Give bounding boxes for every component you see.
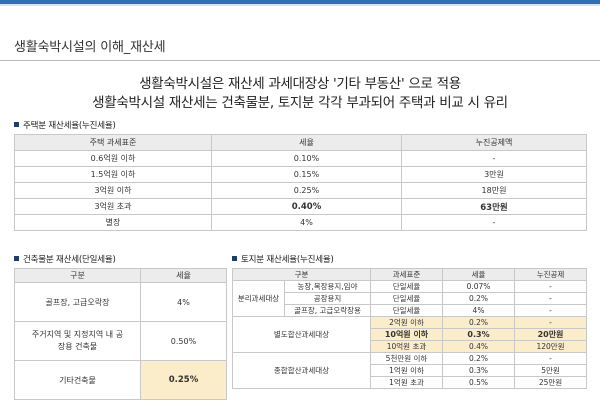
- land-subcategory: 골프장, 고급오락장용: [284, 304, 371, 317]
- housing-tax-table: 주택 과세표준 세율 누진공제액 0.6억원 이하 0.10% - 1.5억원 …: [14, 134, 587, 231]
- land-deduction: -: [514, 304, 587, 317]
- land-header-rate: 세율: [442, 268, 515, 281]
- land-group-separate: 분리과세대상: [232, 280, 285, 317]
- square-bullet-icon: [14, 122, 19, 127]
- housing-base: 0.6억원 이하: [14, 150, 212, 167]
- table-row: 주거지역 및 지정지역 내 공장용 건축물 0.50%: [14, 321, 227, 361]
- top-accent-bar-light: [0, 4, 600, 6]
- land-deduction: -: [514, 280, 587, 293]
- building-tax-table: 구분 세율 골프장, 고급오락장 4% 주거지역 및 지정지역 내 공장용 건축…: [14, 268, 227, 400]
- land-base-highlight: 10억원 이하: [370, 328, 443, 341]
- land-header-base: 과세표준: [370, 268, 443, 281]
- table-row: 1.5억원 이하 0.15% 3만원: [14, 166, 587, 183]
- land-rate-highlight: 0.2%: [442, 316, 515, 329]
- table-row: 10억원 이하 0.3% 20만원: [233, 328, 587, 341]
- housing-deduction: -: [401, 214, 587, 231]
- housing-base: 별장: [14, 214, 212, 231]
- land-base: 단일세율: [370, 280, 443, 293]
- land-rate: 0.3%: [442, 364, 515, 377]
- housing-header-rate: 세율: [211, 134, 402, 151]
- table-row: 1억원 초과 0.5% 25만원: [233, 376, 587, 389]
- land-base: 단일세율: [370, 304, 443, 317]
- table-row: 기타건축물 0.25%: [14, 360, 227, 400]
- land-base: 5천만원 이하: [370, 352, 443, 365]
- land-deduction-highlight: 20만원: [514, 328, 587, 341]
- top-accent-bar: [0, 0, 600, 4]
- housing-base: 1.5억원 이하: [14, 166, 212, 183]
- land-deduction: 5만원: [514, 364, 587, 377]
- land-rate: 0.2%: [442, 292, 515, 305]
- housing-deduction: 18만원: [401, 182, 587, 199]
- land-tax-table: 구분 과세표준 세율 누진공제 분리과세대상 농장,목장용지,임야 단일세율 0…: [232, 268, 587, 389]
- building-category: 주거지역 및 지정지역 내 공장용 건축물: [14, 321, 141, 361]
- land-base: 1억원 초과: [370, 376, 443, 389]
- title-divider: [0, 60, 600, 61]
- land-rate-highlight: 0.3%: [442, 328, 515, 341]
- land-deduction: 25만원: [514, 376, 587, 389]
- land-rate: 0.5%: [442, 376, 515, 389]
- table-row: 종합합산과세대상 5천만원 이하 0.2% -: [232, 352, 587, 389]
- land-deduction-highlight: 120만원: [514, 340, 587, 353]
- table-row: 공장용지 단일세율 0.2% -: [233, 292, 587, 305]
- housing-deduction: 3만원: [401, 166, 587, 183]
- square-bullet-icon: [232, 256, 237, 261]
- housing-rate: 4%: [211, 214, 402, 231]
- building-table-label: 건축물분 재산세(단일세율): [14, 253, 116, 265]
- housing-table-label-text: 주택분 재산세율(누진세율): [23, 121, 116, 131]
- table-row: 골프장, 고급오락장 4%: [14, 282, 227, 322]
- land-header-category: 구분: [232, 268, 371, 281]
- land-table-label: 토지분 재산세율(누진세율): [232, 253, 334, 265]
- land-deduction-highlight: -: [514, 316, 587, 329]
- housing-rate-highlight: 0.40%: [211, 198, 402, 215]
- land-base: 1억원 이하: [370, 364, 443, 377]
- land-base: 단일세율: [370, 292, 443, 305]
- building-table-label-text: 건축물분 재산세(단일세율): [23, 255, 116, 265]
- housing-header-deduction: 누진공제액: [401, 134, 587, 151]
- table-row: 3억원 이하 0.25% 18만원: [14, 182, 587, 199]
- land-base-highlight: 10억원 초과: [370, 340, 443, 353]
- land-rate: 0.2%: [442, 352, 515, 365]
- land-table-label-text: 토지분 재산세율(누진세율): [241, 255, 334, 265]
- table-row: 3억원 초과 0.40% 63만원: [14, 198, 587, 215]
- land-rate: 4%: [442, 304, 515, 317]
- land-base-highlight: 2억원 이하: [370, 316, 443, 329]
- table-row: 분리과세대상 농장,목장용지,임야 단일세율 0.07% -: [232, 280, 587, 317]
- table-row: 별장 4% -: [14, 214, 587, 231]
- housing-deduction: -: [401, 150, 587, 167]
- housing-base: 3억원 초과: [14, 198, 212, 215]
- building-category: 기타건축물: [14, 360, 141, 400]
- housing-rate: 0.15%: [211, 166, 402, 183]
- building-header-category: 구분: [14, 268, 141, 283]
- square-bullet-icon: [14, 256, 19, 261]
- housing-base: 3억원 이하: [14, 182, 212, 199]
- building-header-rate: 세율: [140, 268, 227, 283]
- housing-table-label: 주택분 재산세율(누진세율): [14, 119, 116, 131]
- land-rate-highlight: 0.4%: [442, 340, 515, 353]
- building-rate: 4%: [140, 282, 227, 322]
- housing-rate: 0.25%: [211, 182, 402, 199]
- land-subcategory: 공장용지: [284, 292, 371, 305]
- land-deduction: -: [514, 292, 587, 305]
- headline-1: 생활숙박시설은 재산세 과세대장상 '기타 부동산' 으로 적용: [139, 76, 461, 92]
- land-rate: 0.07%: [442, 280, 515, 293]
- housing-rate: 0.10%: [211, 150, 402, 167]
- land-header-deduction: 누진공제: [514, 268, 587, 281]
- land-group-special: 별도합산과세대상: [232, 316, 371, 353]
- land-subcategory: 농장,목장용지,임야: [284, 280, 371, 293]
- land-group-general: 종합합산과세대상: [232, 352, 371, 389]
- building-rate: 0.50%: [140, 321, 227, 361]
- land-deduction: -: [514, 352, 587, 365]
- table-row: 골프장, 고급오락장용 단일세율 4% -: [233, 304, 587, 317]
- page-title: 생활숙박시설의 이해_재산세: [14, 40, 166, 55]
- table-row: 0.6억원 이하 0.10% -: [14, 150, 587, 167]
- housing-header-base: 주택 과세표준: [14, 134, 212, 151]
- table-row: 별도합산과세대상 2억원 이하 0.2% -: [232, 316, 587, 353]
- headline-2: 생활숙박시설 재산세는 건축물분, 토지분 각각 부과되어 주택과 비교 시 유…: [92, 95, 508, 111]
- building-category: 골프장, 고급오락장: [14, 282, 141, 322]
- housing-deduction-highlight: 63만원: [401, 198, 587, 215]
- building-rate-highlight: 0.25%: [140, 360, 227, 400]
